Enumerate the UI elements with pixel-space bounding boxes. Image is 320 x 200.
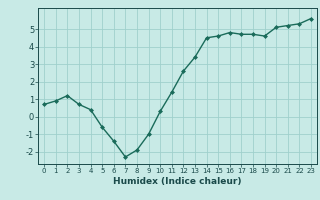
X-axis label: Humidex (Indice chaleur): Humidex (Indice chaleur) [113,177,242,186]
